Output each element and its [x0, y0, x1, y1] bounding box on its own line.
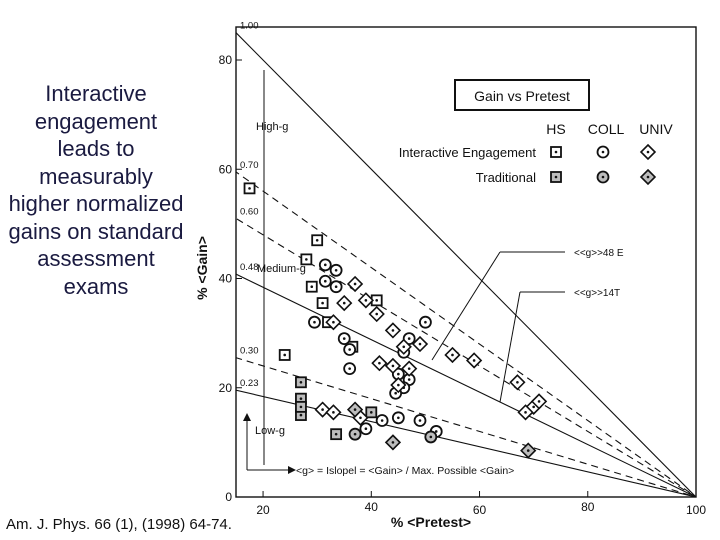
x-tick-label-4: 100 [686, 503, 706, 517]
legend-col-univ: UNIV [639, 121, 673, 137]
data-point-univ-ie-52 [325, 404, 342, 421]
data-point-univ-ie-49 [401, 360, 418, 377]
slope-label-0: 1.00 [240, 21, 259, 32]
plot-frame [235, 26, 697, 498]
data-point-coll-t-35 [348, 427, 362, 441]
slope-label-3: 0.48 [240, 262, 259, 273]
data-point-univ-t-60 [520, 442, 537, 459]
data-point-coll-ie-16 [329, 263, 343, 277]
data-point-univ-ie-48 [384, 357, 402, 375]
ie-mean-pointer-diag [431, 251, 501, 361]
data-point-coll-ie-20 [337, 332, 351, 345]
data-point-univ-ie-56 [530, 393, 548, 410]
data-point-hs-ie-4 [316, 297, 329, 309]
data-point-univ-ie-46 [444, 346, 461, 364]
slide-caption: Interactive engagement leads to measurab… [8, 81, 184, 299]
x-tick-label-2: 60 [473, 503, 487, 517]
legend-row-t: Traditional [476, 170, 536, 185]
x-tick-label-3: 80 [581, 500, 595, 514]
data-point-hs-ie-7 [278, 349, 291, 361]
legend-marker-hs-t [550, 171, 562, 183]
slope-label-1: 0.70 [240, 160, 259, 171]
y-tick-label-1: 20 [219, 381, 233, 395]
slope-line-1 [236, 171, 696, 497]
region-label-low: Low-g [255, 425, 285, 437]
chart-title: Gain vs Pretest [474, 88, 570, 104]
data-point-hs-t-14 [330, 428, 343, 441]
data-point-coll-ie-33 [413, 414, 427, 427]
slope-label-5: 0.23 [240, 378, 259, 389]
data-point-coll-ie-21 [343, 343, 357, 356]
x-tick-label-1: 40 [365, 500, 379, 514]
slope-line-3 [236, 273, 696, 497]
data-point-univ-ie-43 [371, 355, 388, 372]
data-point-univ-ie-38 [357, 292, 375, 309]
data-point-univ-ie-45 [411, 335, 429, 353]
legend-row-ie: Interactive Engagement [399, 145, 537, 160]
data-point-coll-ie-19 [308, 315, 321, 329]
t-mean-label: <<g>>14T [574, 288, 620, 299]
data-point-coll-ie-32 [359, 422, 373, 436]
data-point-univ-ie-44 [395, 338, 412, 355]
legend-marker-univ-ie [639, 143, 657, 161]
data-point-univ-t-58 [346, 401, 364, 418]
data-point-hs-t-13 [365, 406, 378, 419]
y-axis-title: % <Gain> [194, 236, 210, 300]
data-point-univ-ie-47 [465, 352, 483, 369]
x-axis-title: % <Pretest> [391, 514, 471, 530]
data-point-coll-ie-30 [391, 411, 405, 425]
data-point-coll-ie-22 [343, 362, 357, 376]
slope-line-4 [236, 357, 696, 497]
slope-line-2 [236, 217, 696, 497]
region-label-high: High-g [256, 121, 288, 133]
data-point-coll-ie-17 [318, 274, 332, 288]
data-point-coll-t-36 [424, 430, 438, 444]
data-point-univ-ie-41 [384, 322, 402, 339]
data-point-hs-ie-1 [311, 234, 324, 247]
region-label-medium: Medium-g [257, 263, 306, 275]
legend-col-hs: HS [546, 121, 565, 137]
data-point-univ-ie-39 [336, 294, 353, 312]
legend-marker-hs-ie [550, 146, 562, 158]
data-point-coll-ie-15 [318, 258, 332, 272]
slope-line-0 [236, 31, 696, 497]
legend-title-box [454, 79, 590, 111]
slope-label-4: 0.30 [240, 346, 259, 357]
y-tick-label-0: 0 [225, 490, 232, 504]
data-point-univ-ie-54 [509, 374, 526, 391]
data-point-univ-ie-37 [346, 275, 364, 293]
data-point-univ-ie-42 [325, 314, 342, 331]
data-point-univ-t-59 [384, 434, 402, 451]
y-tick-label-3: 60 [219, 162, 233, 176]
slope-definition: <g> = Islopel = <Gain> / Max. Possible <… [296, 465, 514, 477]
x-tick-label-0: 20 [256, 503, 270, 517]
data-point-hs-ie-2 [300, 253, 313, 266]
data-point-coll-ie-31 [375, 414, 389, 427]
data-point-univ-ie-50 [390, 376, 407, 394]
legend-marker-coll-t [596, 170, 610, 184]
legend-col-coll: COLL [588, 121, 625, 137]
data-point-hs-ie-3 [305, 280, 318, 293]
data-point-univ-ie-57 [517, 404, 534, 421]
t-mean-pointer-diag [499, 291, 521, 403]
y-tick-label-2: 40 [219, 272, 233, 286]
y-tick-label-4: 80 [219, 53, 233, 67]
data-point-coll-ie-18 [329, 280, 343, 294]
legend-marker-coll-ie [596, 145, 610, 159]
data-point-univ-ie-40 [368, 305, 385, 323]
data-point-hs-ie-0 [243, 182, 256, 195]
citation: Am. J. Phys. 66 (1), (1998) 64-74. [6, 516, 232, 533]
ie-mean-label: <<g>>48 E [574, 248, 624, 259]
data-point-hs-t-9 [295, 376, 307, 389]
data-point-hs-t-12 [295, 400, 307, 413]
data-point-coll-ie-23 [419, 315, 432, 329]
legend-marker-univ-t [639, 168, 657, 186]
slope-label-2: 0.60 [240, 206, 259, 217]
